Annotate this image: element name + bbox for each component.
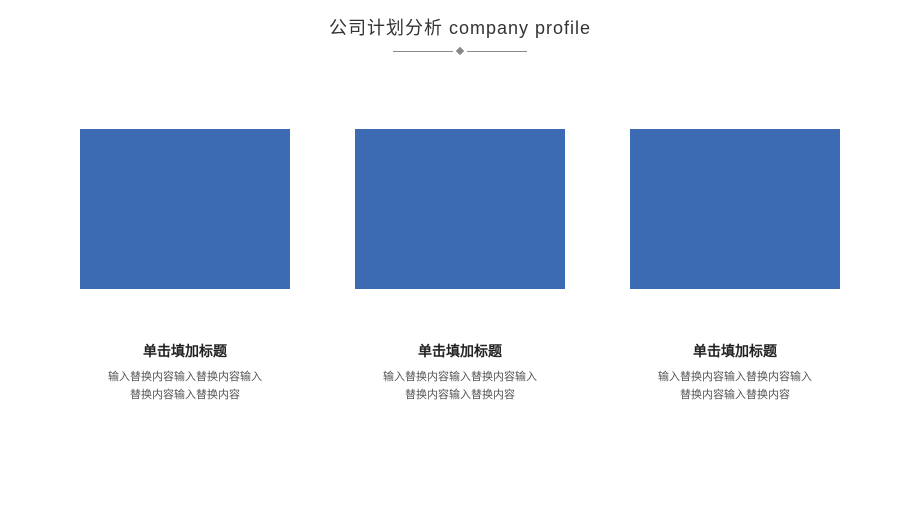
card-2-image-placeholder [355,129,565,289]
divider-line-left [393,51,453,52]
card-1-body: 输入替换内容输入替换内容输入 替换内容输入替换内容 [108,369,262,404]
divider-diamond-icon [456,47,464,55]
card-1-title: 单击填加标题 [143,341,227,361]
slide-title: 公司计划分析 company profile [0,14,920,40]
title-divider [0,48,920,54]
title-area: 公司计划分析 company profile [0,0,920,54]
slide-container: 公司计划分析 company profile 单击填加标题 输入替换内容输入替换… [0,0,920,518]
card-1: 单击填加标题 输入替换内容输入替换内容输入 替换内容输入替换内容 [80,129,290,404]
cards-row: 单击填加标题 输入替换内容输入替换内容输入 替换内容输入替换内容 单击填加标题 … [0,129,920,404]
divider-line-right [467,51,527,52]
card-1-image-placeholder [80,129,290,289]
card-3-body: 输入替换内容输入替换内容输入 替换内容输入替换内容 [658,369,812,404]
card-3-title: 单击填加标题 [693,341,777,361]
card-3: 单击填加标题 输入替换内容输入替换内容输入 替换内容输入替换内容 [630,129,840,404]
card-3-image-placeholder [630,129,840,289]
card-2-body: 输入替换内容输入替换内容输入 替换内容输入替换内容 [383,369,537,404]
card-2: 单击填加标题 输入替换内容输入替换内容输入 替换内容输入替换内容 [355,129,565,404]
card-2-title: 单击填加标题 [418,341,502,361]
